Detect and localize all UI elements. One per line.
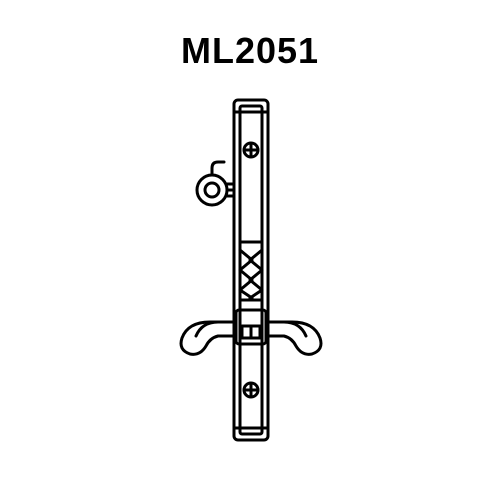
screw-bottom (244, 383, 258, 397)
screw-top (244, 143, 258, 157)
product-model-title: ML2051 (181, 30, 319, 72)
lever-left (181, 322, 236, 354)
thumbturn (197, 162, 234, 205)
lock-diagram (140, 90, 360, 450)
latch-window (240, 242, 262, 300)
lever-right (266, 322, 321, 354)
indicator-box (242, 326, 260, 338)
